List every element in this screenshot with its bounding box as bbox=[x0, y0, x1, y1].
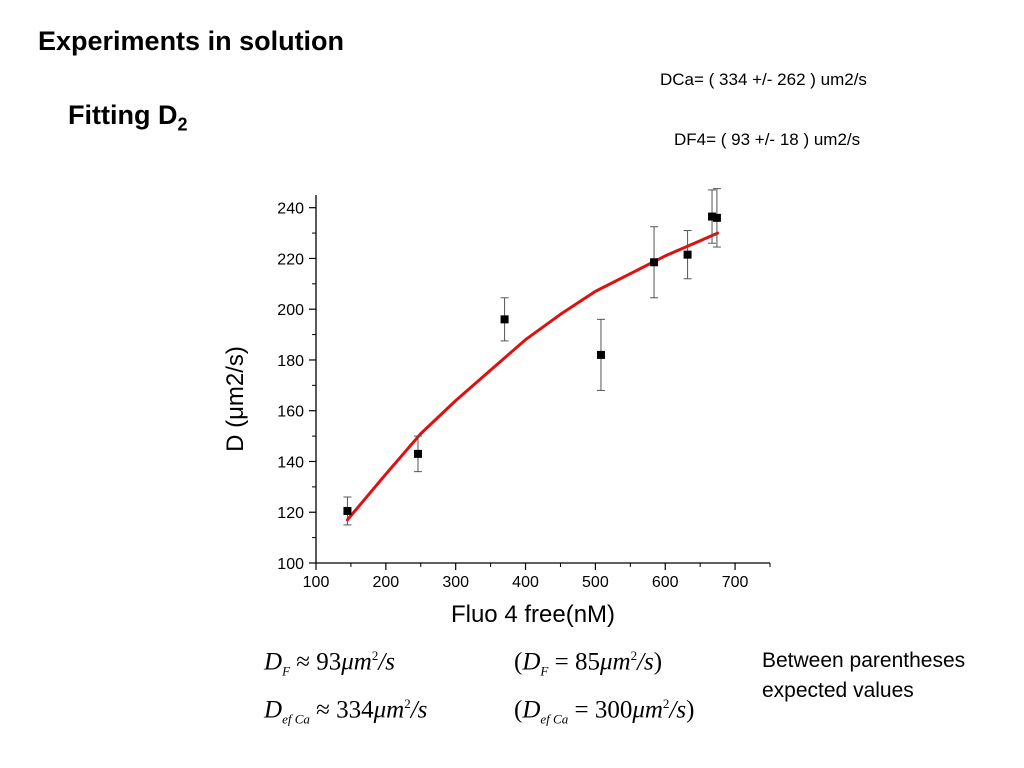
slide-subtitle: Fitting D2 bbox=[68, 100, 187, 135]
data-point bbox=[712, 213, 721, 222]
x-tick-label: 200 bbox=[372, 574, 399, 591]
y-tick-label: 180 bbox=[277, 353, 304, 370]
fit-curve bbox=[345, 231, 720, 522]
y-tick-label: 120 bbox=[277, 505, 304, 522]
x-tick-label: 500 bbox=[582, 574, 609, 591]
x-tick-label: 600 bbox=[652, 574, 679, 591]
data-point bbox=[683, 250, 692, 259]
subtitle-subscript: 2 bbox=[177, 114, 188, 135]
note-line-1: Between parentheses bbox=[762, 649, 966, 672]
data-point bbox=[343, 506, 352, 515]
result-dca: DCa= ( 334 +/- 262 ) um2/s bbox=[660, 70, 867, 89]
y-tick-label: 140 bbox=[277, 454, 304, 471]
y-tick-label: 240 bbox=[277, 201, 304, 218]
x-axis-label: Fluo 4 free(nM) bbox=[451, 601, 615, 628]
equation-dca-measured: Def Ca ≈ 334μm2/s bbox=[264, 696, 428, 727]
note-line-2: expected values bbox=[762, 679, 914, 702]
data-point bbox=[708, 212, 717, 221]
x-tick-label: 400 bbox=[512, 574, 539, 591]
equation-df-expected: (DF = 85μm2/s) bbox=[514, 648, 663, 679]
equation-dca-expected: (Def Ca = 300μm2/s) bbox=[514, 696, 695, 727]
y-tick-label: 100 bbox=[277, 556, 304, 573]
data-point bbox=[500, 315, 509, 324]
x-tick-label: 100 bbox=[303, 574, 330, 591]
y-tick-label: 220 bbox=[277, 251, 304, 268]
data-point bbox=[650, 258, 659, 267]
x-tick-label: 700 bbox=[722, 574, 749, 591]
subtitle-text: Fitting D bbox=[68, 100, 178, 130]
y-axis-label: D (μm2/s) bbox=[222, 346, 249, 452]
data-point bbox=[413, 449, 422, 458]
y-tick-label: 160 bbox=[277, 404, 304, 421]
y-tick-label: 200 bbox=[277, 302, 304, 319]
equation-df-measured: DF ≈ 93μm2/s bbox=[264, 648, 396, 679]
data-point bbox=[596, 350, 605, 359]
slide-title: Experiments in solution bbox=[38, 26, 345, 56]
expected-values-note: Between parentheses expected values bbox=[762, 646, 965, 706]
result-df4: DF4= ( 93 +/- 18 ) um2/s bbox=[674, 130, 861, 149]
x-tick-label: 300 bbox=[442, 574, 469, 591]
